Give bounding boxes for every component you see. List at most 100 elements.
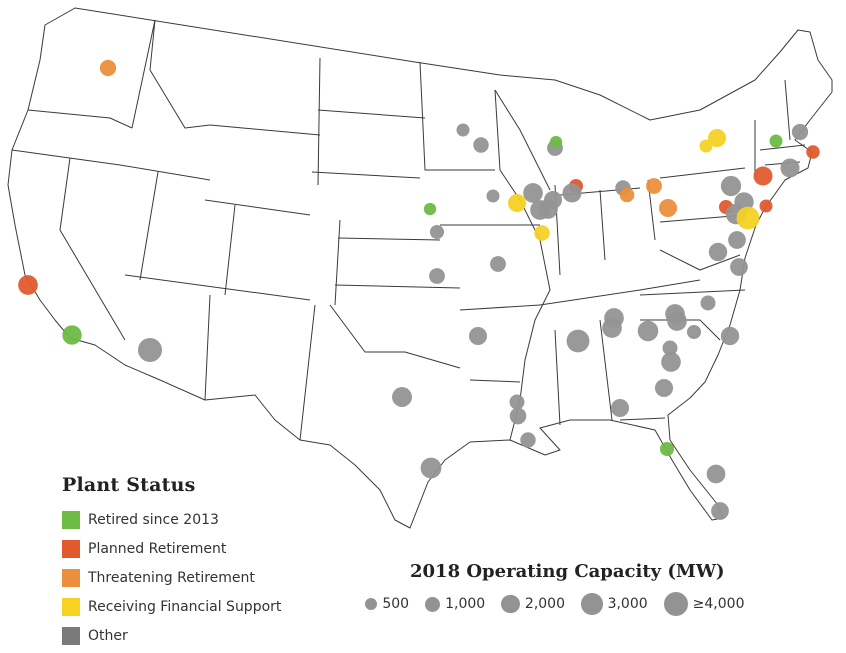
state-boundaries (7, 7, 833, 529)
swatch-financial (62, 597, 80, 616)
legend-item-retired: Retired since 2013 (62, 505, 281, 534)
swatch-other (62, 626, 80, 645)
plant-fl-crystal-river-marker (659, 441, 675, 457)
plant-fl-st-lucie-marker (706, 464, 726, 484)
plant-ga-hatch-marker (654, 378, 674, 398)
id-mt (149, 19, 211, 129)
swatch-retired (62, 510, 80, 529)
plant-nj-salem-hope-marker (736, 206, 760, 230)
capacity-item-500: 500 (365, 596, 409, 612)
plant-ca-diablo-marker (18, 275, 38, 295)
nc-va (639, 289, 746, 296)
capacity-item-4000: ≥4,000 (663, 592, 745, 616)
plant-il-clinton-marker (534, 225, 550, 241)
plant-mn-prairie-marker (473, 137, 489, 153)
plant-nc-harris-marker (700, 295, 716, 311)
capacity-circle (365, 597, 378, 611)
nc-sc (640, 319, 721, 341)
capacity-label: 1,000 (445, 596, 486, 612)
plant-ma-pilgrim-marker (806, 145, 820, 159)
plant-il-byron-marker (523, 183, 543, 203)
plant-ct-millstone-marker (780, 158, 800, 178)
capacity-legend-title: 2018 Operating Capacity (MW) (410, 561, 725, 582)
plant-tx-south-texas-marker (420, 457, 442, 479)
in-oh (599, 189, 606, 261)
ga-fl (619, 417, 666, 421)
ut-az (124, 274, 311, 301)
plant-al-farley-marker (610, 398, 630, 418)
ms-al (554, 329, 561, 426)
legend-item-planned: Planned Retirement (62, 534, 281, 563)
plant-oh-perry-marker (646, 178, 662, 194)
plant-nc-brunswick-marker (720, 326, 740, 346)
az-nm (204, 294, 211, 401)
nd-sd-ne (311, 109, 426, 179)
plant-ny-nine-mile-marker (707, 128, 727, 148)
swatch-threatening (62, 568, 80, 587)
legend-title: Plant Status (62, 474, 196, 496)
plant-nh-seabrook-marker (791, 123, 809, 141)
plant-il-lasalle-marker (530, 200, 550, 220)
plant-la-river-bend-marker (509, 394, 525, 410)
capacity-label: ≥4,000 (692, 596, 745, 612)
legend-item-threatening: Threatening Retirement (62, 563, 281, 592)
swatch-planned (62, 539, 80, 558)
al-ga (599, 319, 613, 421)
capacity-label: 500 (382, 596, 410, 612)
ks-ok (334, 284, 461, 289)
capacity-circle (663, 592, 688, 616)
legend-label: Planned Retirement (88, 540, 227, 557)
wi-mi (494, 89, 551, 191)
mississippi (494, 89, 551, 441)
plant-oh-davis-besse-marker (619, 187, 635, 203)
legend-label: Threatening Retirement (88, 569, 255, 586)
legend-label: Retired since 2013 (88, 511, 219, 528)
plant-al-browns-ferry-marker (566, 329, 590, 353)
plant-wa-marker (99, 59, 117, 77)
ok-tx (329, 304, 461, 369)
plant-sc-robinson-marker (686, 324, 702, 340)
plant-ca-songs-marker (62, 325, 82, 345)
wa-id (131, 19, 156, 129)
plant-status-legend: Plant Status Retired since 2013 Planned … (62, 474, 281, 650)
plant-ia-duane-arnold-marker (486, 189, 500, 203)
plant-ks-wolf-creek-marker (429, 268, 445, 284)
wa-or (27, 109, 133, 129)
legend-label: Receiving Financial Support (88, 598, 282, 615)
plant-tx-comanche-marker (392, 387, 412, 407)
plant-pa-susquehanna-marker (720, 175, 742, 197)
plant-md-calvert-marker (728, 231, 746, 249)
plant-nj-oyster-creek-marker (759, 199, 773, 213)
plant-mo-callaway-marker (490, 256, 506, 272)
capacity-label: 2,000 (524, 596, 565, 612)
nv-ut (139, 171, 159, 281)
mn-ia (419, 61, 495, 171)
plant-ne-fort-calhoun-marker (423, 202, 437, 216)
plant-pa-beaver-valley-marker (658, 198, 678, 218)
plant-sc-catawba-marker (665, 304, 685, 324)
plant-fl-turkey-point-marker (711, 502, 729, 520)
plant-mi-cook-marker (562, 183, 582, 203)
plant-az-palo-verde-marker (138, 338, 162, 362)
plant-ne-cooper-marker (429, 224, 445, 240)
capacity-circle (425, 596, 441, 612)
capacity-circle (581, 593, 603, 615)
mt-wy (209, 124, 321, 136)
plant-sc-summer-marker (662, 340, 678, 356)
plant-mn-monticello-marker (456, 123, 470, 137)
capacity-item-1000: 1,000 (425, 596, 485, 612)
ca-nv (59, 157, 126, 341)
ny-vt-nh (754, 79, 791, 175)
tn-ky (539, 279, 701, 306)
us-outline (7, 7, 833, 529)
plant-ny-indian-point-marker (753, 166, 773, 186)
or-ca-nv (11, 149, 211, 181)
wv-va (659, 249, 741, 271)
capacity-legend: 2018 Operating Capacity (MW) 500 1,000 2… (365, 561, 795, 616)
pa-ny (659, 167, 746, 179)
plant-il-quad-cities-marker (507, 193, 527, 213)
mo-ar (459, 304, 541, 311)
capacity-item-3000: 3,000 (581, 593, 648, 615)
plant-wi-kewaunee-marker (549, 135, 563, 149)
